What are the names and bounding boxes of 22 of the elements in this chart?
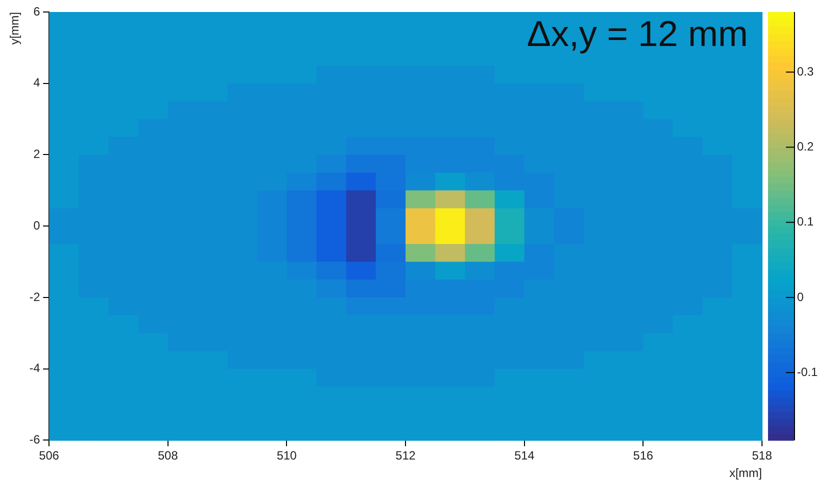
y-tick-label: -2 [29, 290, 40, 304]
y-axis-title: y[mm] [8, 12, 22, 45]
x-tick-label: 510 [276, 448, 298, 463]
color-bar-label: 0 [797, 290, 804, 304]
x-tick-label: 508 [158, 448, 178, 463]
x-tick-label: 514 [514, 448, 535, 463]
y-tick-label: 6 [33, 4, 40, 18]
y-tick-label: 2 [33, 147, 40, 162]
color-bar-label: -0.1 [797, 364, 818, 379]
x-tick-label: 518 [752, 448, 772, 463]
color-bar-label: 0.2 [797, 140, 814, 154]
color-bar-label: 0.3 [797, 64, 814, 78]
y-tick-label: -6 [29, 432, 40, 447]
x-tick-label: 512 [396, 448, 416, 463]
color-bar-label: 0.1 [797, 214, 814, 229]
x-axis-title: x[mm] [729, 466, 762, 480]
y-tick-label: 4 [33, 76, 40, 90]
y-tick-label: -4 [29, 361, 40, 376]
x-tick-label: 516 [633, 448, 654, 463]
x-tick-label: 506 [39, 448, 60, 463]
annotation: Δx,y = 12 mm [526, 12, 748, 54]
y-tick-label: 0 [33, 218, 40, 232]
